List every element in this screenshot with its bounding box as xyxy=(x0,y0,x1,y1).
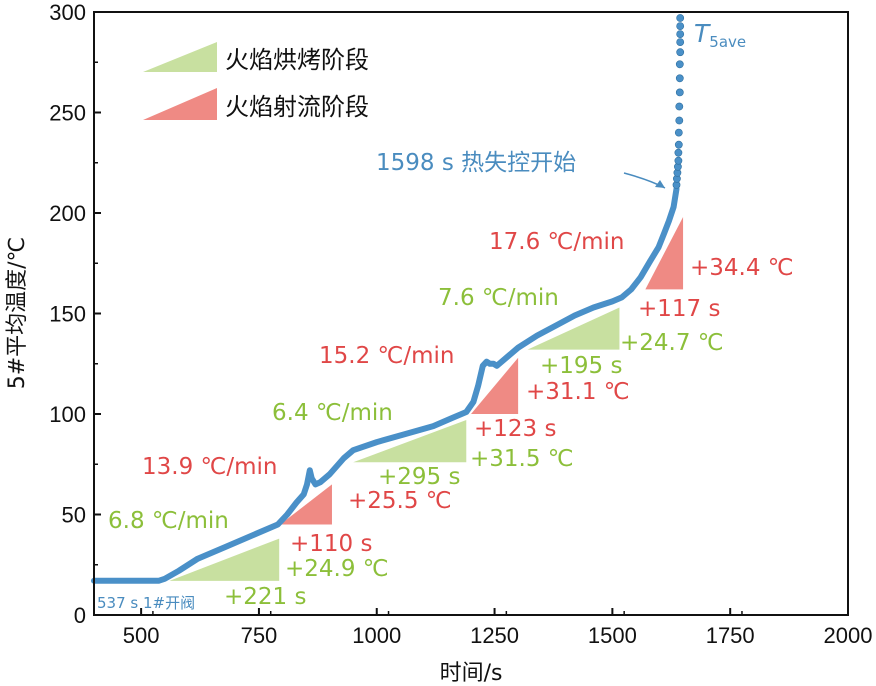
data-point xyxy=(675,74,684,83)
x-tick-label: 1000 xyxy=(352,623,401,648)
stage4-dT: +31.1 ℃ xyxy=(526,379,630,405)
series-label-sub: 5ave xyxy=(709,33,746,51)
legend-label-jet: 火焰射流阶段 xyxy=(225,93,369,121)
y-tick-label: 100 xyxy=(49,402,86,427)
valve-annotation: 537 s 1#开阀 xyxy=(97,594,195,612)
y-tick-label: 50 xyxy=(62,503,86,528)
x-tick-label: 1500 xyxy=(588,623,637,648)
data-point xyxy=(675,116,684,125)
stage5-rate: 7.6 ℃/min xyxy=(438,285,559,311)
legend-swatch-baking xyxy=(143,42,217,72)
stage2-dT: +25.5 ℃ xyxy=(348,488,452,514)
data-point xyxy=(675,102,684,111)
legend: 火焰烘烤阶段 火焰射流阶段 xyxy=(143,42,369,121)
stage-layer xyxy=(169,217,684,581)
x-tick-label: 1750 xyxy=(706,623,755,648)
stage1-dt: +221 s xyxy=(224,584,306,610)
data-point xyxy=(676,30,685,38)
data-point xyxy=(675,60,684,69)
x-axis-title: 时间/s xyxy=(440,661,503,686)
y-tick-label: 200 xyxy=(49,201,86,226)
data-point xyxy=(674,128,683,137)
stage-triangle-4 xyxy=(471,357,519,414)
x-tick-label: 1250 xyxy=(470,623,519,648)
stage3-rate: 6.4 ℃/min xyxy=(272,400,393,426)
tick-layer: 500 750 1000 1250 1500 1750 2000 0 50 100 150 200 25… xyxy=(49,0,872,648)
stage2-rate: 13.9 ℃/min xyxy=(142,454,277,480)
stage6-dT: +34.4 ℃ xyxy=(690,255,794,281)
data-point xyxy=(674,148,683,157)
stage1-dT: +24.9 ℃ xyxy=(285,556,389,582)
series-label: T5ave xyxy=(694,19,746,51)
data-point xyxy=(674,140,683,149)
y-tick-label: 300 xyxy=(49,0,86,25)
stage4-rate: 15.2 ℃/min xyxy=(319,343,454,369)
stage-triangle-1 xyxy=(169,538,280,581)
stage5-dt: +195 s xyxy=(540,353,622,379)
y-axis-title: 5#平均温度/℃ xyxy=(5,237,30,390)
data-point xyxy=(676,48,685,57)
series-layer xyxy=(91,14,685,584)
stage6-dt: +117 s xyxy=(638,296,720,322)
stage-triangle-3 xyxy=(353,420,467,463)
legend-swatch-jet xyxy=(143,88,217,120)
runaway-arrowhead xyxy=(655,180,665,188)
data-point xyxy=(676,38,685,46)
data-point xyxy=(676,14,685,22)
data-point xyxy=(674,156,683,165)
stage1-rate: 6.8 ℃/min xyxy=(108,508,229,534)
stage3-dT: +31.5 ℃ xyxy=(470,446,574,472)
x-tick-label: 500 xyxy=(123,623,160,648)
stage-triangle-5 xyxy=(527,307,620,350)
y-tick-label: 250 xyxy=(49,101,86,126)
stage-triangle-6 xyxy=(645,217,684,290)
stage6-rate: 17.6 ℃/min xyxy=(489,229,624,255)
stage5-dT: +24.7 ℃ xyxy=(620,330,724,356)
series-label-base: T xyxy=(694,19,711,48)
data-point xyxy=(676,22,685,30)
x-tick-label: 2000 xyxy=(824,623,873,648)
runaway-annotation: 1598 s 热失控开始 xyxy=(376,150,576,176)
series-line-t5ave xyxy=(91,185,680,584)
x-tick-label: 750 xyxy=(241,623,278,648)
stage3-dt: +295 s xyxy=(378,464,460,490)
y-tick-label: 0 xyxy=(74,603,86,628)
stage-triangle-2 xyxy=(280,484,332,525)
stage4-dt: +123 s xyxy=(474,416,556,442)
y-tick-label: 150 xyxy=(49,302,86,327)
stage2-dt: +110 s xyxy=(290,531,372,557)
data-point xyxy=(675,88,684,97)
legend-label-baking: 火焰烘烤阶段 xyxy=(225,46,369,74)
